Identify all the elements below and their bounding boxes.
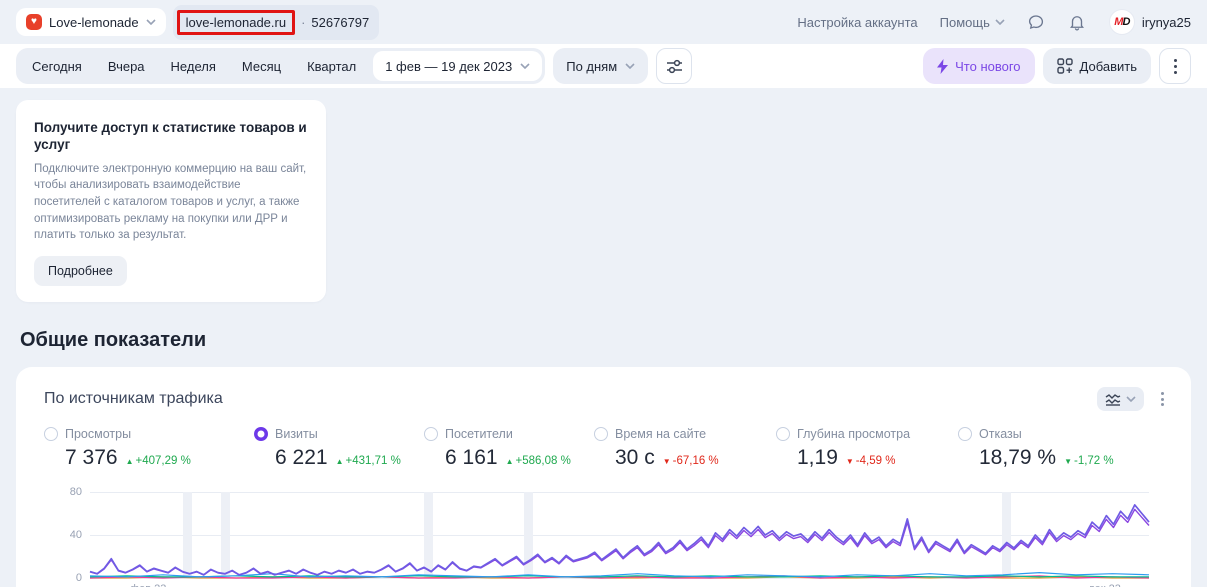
user-avatar: MD (1109, 9, 1135, 35)
series-line (90, 509, 1149, 575)
metric-tabs: Просмотры 7 376 ▲+407,29 % Визиты 6 221 ▲+431… (44, 427, 1167, 470)
chevron-down-icon (520, 63, 530, 69)
x-tick-label: дек 23 (1088, 583, 1121, 587)
metric-value: 1,19 (797, 446, 838, 470)
add-label: Добавить (1080, 59, 1137, 74)
top-header: ♥ Love-lemonade love-lemonade.ru · 52676… (0, 0, 1207, 44)
metric-radio[interactable] (594, 427, 608, 441)
metric-label: Глубина просмотра (797, 427, 910, 441)
metric-radio[interactable] (254, 427, 268, 441)
chart-type-selector[interactable] (1097, 387, 1144, 411)
bell-icon[interactable] (1068, 13, 1087, 32)
segment-filter-button[interactable] (656, 48, 692, 84)
metric-tab-0[interactable]: Просмотры 7 376 ▲+407,29 % (44, 427, 254, 470)
metric-label: Отказы (979, 427, 1022, 441)
metric-radio[interactable] (958, 427, 972, 441)
metric-delta: ▼-67,16 % (663, 455, 719, 467)
metric-label: Визиты (275, 427, 318, 441)
help-menu[interactable]: Помощь (940, 15, 1005, 30)
chevron-down-icon (625, 63, 635, 69)
granularity-value: По дням (566, 59, 617, 74)
help-label: Помощь (940, 15, 990, 30)
widget-title: По источникам трафика (44, 390, 223, 408)
date-preset-2[interactable]: Неделя (158, 59, 229, 74)
promo-more-button[interactable]: Подробнее (34, 256, 127, 286)
chevron-down-icon (1126, 396, 1136, 402)
metric-label: Просмотры (65, 427, 131, 441)
ecommerce-promo-card: Получите доступ к статистике товаров и у… (16, 100, 326, 302)
lightning-icon (937, 59, 948, 74)
metric-tab-4[interactable]: Глубина просмотра 1,19 ▼-4,59 % (776, 427, 958, 470)
chevron-down-icon (146, 19, 156, 25)
sliders-icon (666, 58, 683, 75)
series-line (90, 576, 1149, 577)
section-title: Общие показатели (20, 329, 1191, 352)
metric-value: 6 161 (445, 446, 498, 470)
domain-id-separator: · (301, 15, 305, 30)
chat-icon[interactable] (1027, 13, 1046, 32)
chart-area: 80400 фев 23 дек 23 (44, 492, 1167, 587)
x-axis-labels: фев 23 дек 23 (90, 578, 1149, 587)
user-menu[interactable]: MD irynya25 (1109, 9, 1191, 35)
date-toolbar: СегодняВчераНеделяМесяцКвартал 1 фев — 1… (0, 44, 1207, 88)
metric-label: Посетители (445, 427, 513, 441)
metric-delta: ▲+407,29 % (126, 455, 191, 467)
counter-domain: love-lemonade.ru (177, 10, 295, 35)
metric-delta: ▲+431,71 % (336, 455, 401, 467)
metric-delta: ▼-4,59 % (846, 455, 896, 467)
metric-tab-5[interactable]: Отказы 18,79 % ▼-1,72 % (958, 427, 1114, 470)
line-chart[interactable]: 80400 (90, 492, 1149, 578)
username: irynya25 (1142, 15, 1191, 30)
y-tick-label: 0 (54, 572, 82, 584)
chevron-down-icon (995, 19, 1005, 25)
counter-selector[interactable]: ♥ Love-lemonade (16, 8, 166, 36)
metric-delta: ▲+586,08 % (506, 455, 571, 467)
y-tick-label: 80 (54, 486, 82, 498)
date-preset-1[interactable]: Вчера (95, 59, 158, 74)
date-preset-4[interactable]: Квартал (294, 59, 369, 74)
metric-tab-1[interactable]: Визиты 6 221 ▲+431,71 % (254, 427, 424, 470)
widget-more-button[interactable] (1158, 389, 1167, 409)
add-widget-icon (1057, 58, 1073, 74)
counter-name: Love-lemonade (49, 15, 139, 30)
metric-value: 18,79 % (979, 446, 1056, 470)
metric-value: 7 376 (65, 446, 118, 470)
metric-radio[interactable] (424, 427, 438, 441)
date-preset-0[interactable]: Сегодня (19, 59, 95, 74)
counter-logo-heart-icon: ♥ (26, 14, 42, 30)
metric-label: Время на сайте (615, 427, 706, 441)
metric-value: 6 221 (275, 446, 328, 470)
promo-title: Получите доступ к статистике товаров и у… (34, 120, 308, 154)
metric-value: 30 с (615, 446, 655, 470)
account-settings-link[interactable]: Настройка аккаунта (797, 15, 917, 30)
promo-body: Подключите электронную коммерцию на ваш … (34, 161, 308, 244)
counter-id: 52676797 (311, 15, 369, 30)
line-chart-icon (1105, 393, 1121, 406)
whats-new-label: Что нового (955, 59, 1020, 74)
series-line (90, 505, 1149, 575)
y-tick-label: 40 (54, 529, 82, 541)
counter-domain-pill[interactable]: love-lemonade.ru · 52676797 (173, 5, 380, 40)
traffic-sources-widget: По источникам трафика Просмотры 7 376 ▲+40… (16, 367, 1191, 587)
add-button[interactable]: Добавить (1043, 48, 1151, 84)
metric-delta: ▼-1,72 % (1064, 455, 1114, 467)
date-range-picker[interactable]: 1 фев — 19 дек 2023 (373, 51, 542, 81)
date-preset-group: СегодняВчераНеделяМесяцКвартал 1 фев — 1… (16, 48, 545, 84)
toolbar-more-button[interactable] (1159, 48, 1191, 84)
granularity-selector[interactable]: По дням (553, 48, 648, 84)
metric-tab-2[interactable]: Посетители 6 161 ▲+586,08 % (424, 427, 594, 470)
metric-radio[interactable] (44, 427, 58, 441)
whats-new-button[interactable]: Что нового (923, 48, 1034, 84)
date-range-value: 1 фев — 19 дек 2023 (385, 59, 512, 74)
metric-tab-3[interactable]: Время на сайте 30 с ▼-67,16 % (594, 427, 776, 470)
x-tick-label: фев 23 (130, 583, 166, 587)
metric-radio[interactable] (776, 427, 790, 441)
date-preset-3[interactable]: Месяц (229, 59, 294, 74)
